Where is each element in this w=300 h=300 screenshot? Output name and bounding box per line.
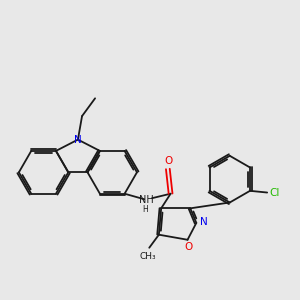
Text: H: H: [142, 205, 148, 214]
Text: O: O: [184, 242, 192, 252]
Text: Cl: Cl: [270, 188, 280, 197]
Text: N: N: [200, 217, 208, 227]
Text: N: N: [74, 135, 82, 145]
Text: NH: NH: [139, 195, 153, 205]
Text: CH₃: CH₃: [139, 252, 156, 261]
Text: O: O: [164, 156, 173, 167]
